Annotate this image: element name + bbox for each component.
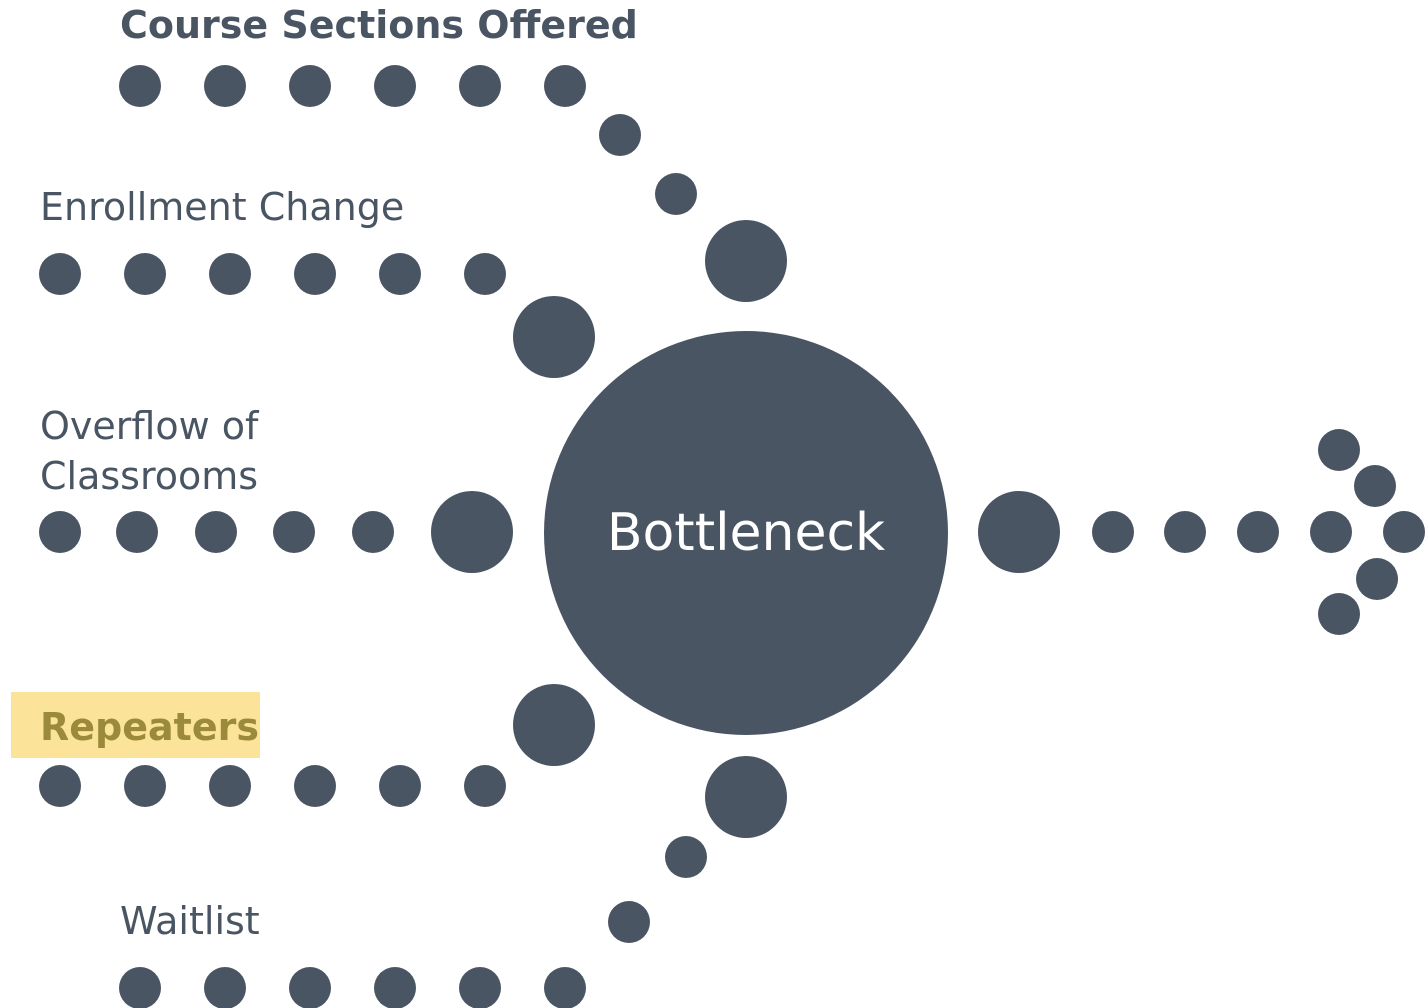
dot bbox=[459, 967, 501, 1008]
dot bbox=[513, 684, 595, 766]
input-label: Enrollment Change bbox=[40, 185, 404, 229]
dot bbox=[124, 253, 166, 295]
dot bbox=[39, 511, 81, 553]
dot bbox=[119, 65, 161, 107]
input-label: Waitlist bbox=[120, 899, 260, 943]
dot bbox=[195, 511, 237, 553]
dot bbox=[464, 253, 506, 295]
input-label: Repeaters bbox=[40, 705, 259, 749]
dot bbox=[124, 765, 166, 807]
dot bbox=[204, 65, 246, 107]
dot bbox=[655, 173, 697, 215]
dot bbox=[294, 253, 336, 295]
dot bbox=[379, 253, 421, 295]
dot bbox=[379, 765, 421, 807]
input-label: Course Sections Offered bbox=[120, 3, 638, 47]
dot bbox=[978, 491, 1060, 573]
dot bbox=[459, 65, 501, 107]
dot bbox=[116, 511, 158, 553]
dot bbox=[1310, 511, 1352, 553]
dot bbox=[431, 491, 513, 573]
dot bbox=[1383, 511, 1425, 553]
input-label: Classrooms bbox=[40, 454, 258, 498]
dot bbox=[289, 967, 331, 1008]
dot bbox=[1318, 429, 1360, 471]
dot bbox=[705, 756, 787, 838]
dot bbox=[119, 967, 161, 1008]
dot bbox=[204, 967, 246, 1008]
dot bbox=[705, 220, 787, 302]
center-label: Bottleneck bbox=[607, 503, 885, 563]
dot bbox=[1164, 511, 1206, 553]
input-label: Overflow of bbox=[40, 404, 260, 448]
dot bbox=[294, 765, 336, 807]
dot bbox=[513, 296, 595, 378]
dot bbox=[289, 65, 331, 107]
dot bbox=[1237, 511, 1279, 553]
dot bbox=[665, 836, 707, 878]
dot bbox=[39, 765, 81, 807]
dot bbox=[209, 253, 251, 295]
dot bbox=[599, 114, 641, 156]
dot bbox=[544, 967, 586, 1008]
dot bbox=[544, 65, 586, 107]
dot bbox=[1356, 558, 1398, 600]
dot bbox=[1318, 593, 1360, 635]
dot bbox=[1354, 465, 1396, 507]
dots bbox=[39, 65, 1425, 1008]
dot bbox=[374, 967, 416, 1008]
dot bbox=[209, 765, 251, 807]
dot bbox=[273, 511, 315, 553]
dot bbox=[608, 901, 650, 943]
dot bbox=[374, 65, 416, 107]
center-node bbox=[544, 331, 948, 735]
highlight bbox=[11, 692, 260, 758]
dot bbox=[352, 511, 394, 553]
dot bbox=[464, 765, 506, 807]
dot bbox=[39, 253, 81, 295]
dot bbox=[1092, 511, 1134, 553]
